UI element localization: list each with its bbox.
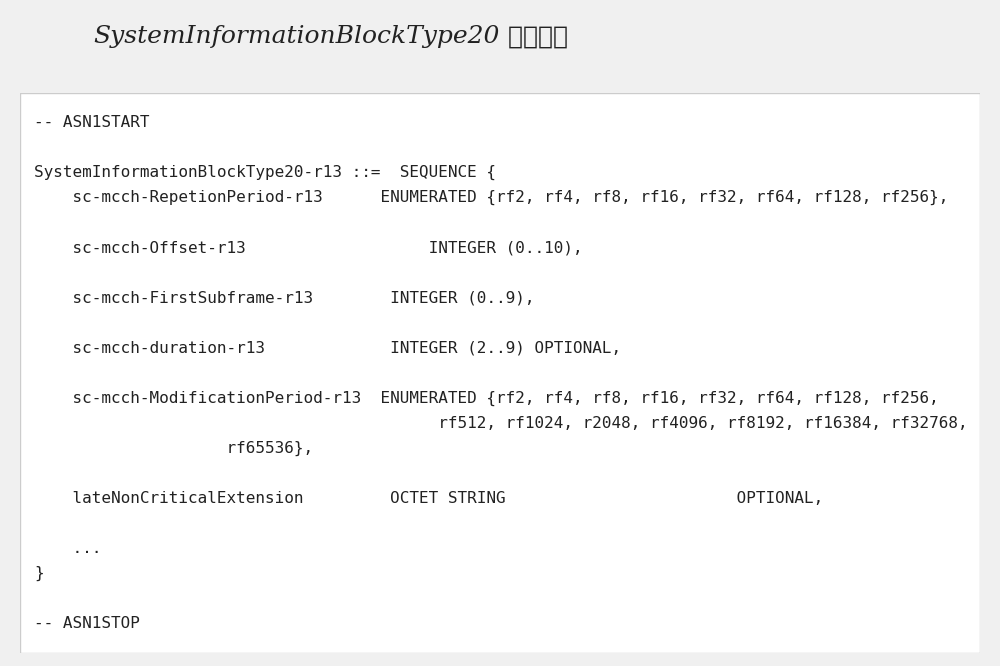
Text: SystemInformationBlockType20: SystemInformationBlockType20 [94, 25, 500, 48]
Text: sc-mcch-duration-r13             INTEGER (2..9) OPTIONAL,: sc-mcch-duration-r13 INTEGER (2..9) OPTI… [34, 340, 622, 356]
Text: 信息元素: 信息元素 [500, 25, 568, 49]
Text: -- ASN1STOP: -- ASN1STOP [34, 616, 140, 631]
FancyBboxPatch shape [20, 93, 980, 653]
Text: rf512, rf1024, r2048, rf4096, rf8192, rf16384, rf32768,: rf512, rf1024, r2048, rf4096, rf8192, rf… [34, 416, 968, 430]
Text: sc-mcch-Offset-r13                   INTEGER (0..10),: sc-mcch-Offset-r13 INTEGER (0..10), [34, 240, 583, 255]
Text: -- ASN1START: -- ASN1START [34, 115, 150, 130]
Text: sc-mcch-RepetionPeriod-r13      ENUMERATED {rf2, rf4, rf8, rf16, rf32, rf64, rf1: sc-mcch-RepetionPeriod-r13 ENUMERATED {r… [34, 190, 949, 205]
Text: rf65536},: rf65536}, [34, 440, 314, 456]
Text: sc-mcch-FirstSubframe-r13        INTEGER (0..9),: sc-mcch-FirstSubframe-r13 INTEGER (0..9)… [34, 290, 535, 305]
Text: SystemInformationBlockType20-r13 ::=  SEQUENCE {: SystemInformationBlockType20-r13 ::= SEQ… [34, 165, 496, 180]
Text: }: } [34, 565, 44, 581]
Text: sc-mcch-ModificationPeriod-r13  ENUMERATED {rf2, rf4, rf8, rf16, rf32, rf64, rf1: sc-mcch-ModificationPeriod-r13 ENUMERATE… [34, 390, 939, 406]
Text: ...: ... [34, 541, 102, 555]
Text: lateNonCriticalExtension         OCTET STRING                        OPTIONAL,: lateNonCriticalExtension OCTET STRING OP… [34, 491, 824, 505]
